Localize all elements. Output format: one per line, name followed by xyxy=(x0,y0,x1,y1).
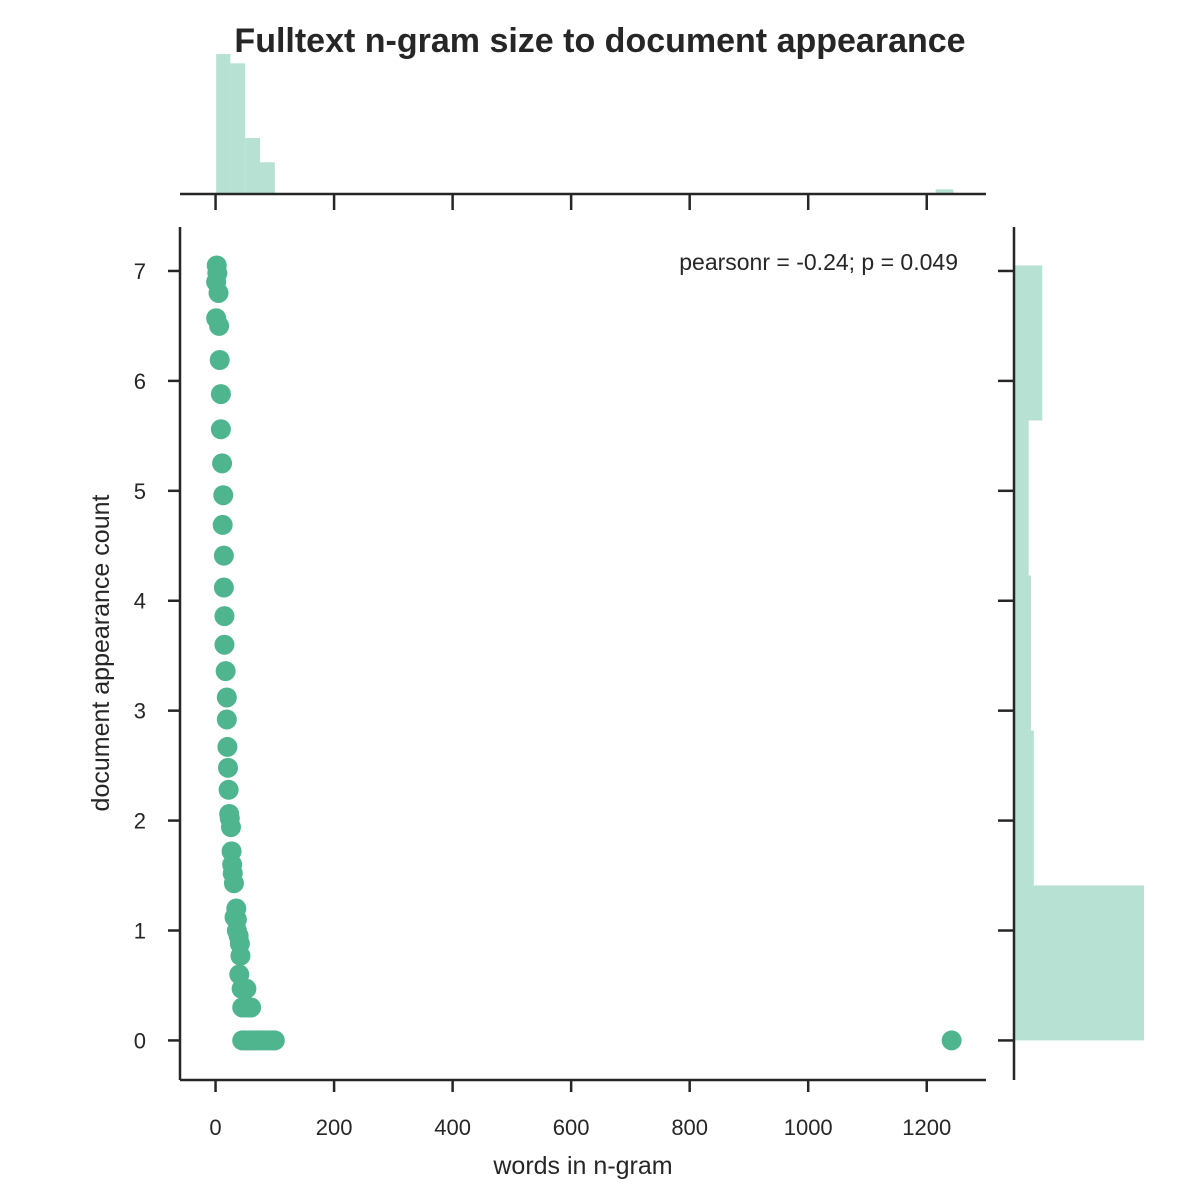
scatter-point xyxy=(208,282,229,303)
scatter-point xyxy=(230,945,251,966)
scatter-points xyxy=(206,255,962,1051)
scatter-point xyxy=(212,514,233,535)
scatter-point xyxy=(209,350,230,371)
scatter-point xyxy=(223,873,244,894)
top-hist-ticks xyxy=(214,194,928,210)
x-tick-label: 800 xyxy=(671,1115,708,1140)
top-hist-bar xyxy=(935,189,954,194)
scatter-point xyxy=(210,384,231,405)
scatter-point xyxy=(215,661,236,682)
scatter-point xyxy=(214,606,235,627)
scatter-point xyxy=(218,779,239,800)
x-tick-label: 1200 xyxy=(902,1115,951,1140)
scatter-point xyxy=(210,419,231,440)
right-hist-ticks xyxy=(998,269,1014,1042)
scatter-point xyxy=(218,757,239,778)
top-hist-bar xyxy=(216,54,231,194)
scatter-point xyxy=(209,315,230,336)
right-hist-bar xyxy=(1014,730,1034,886)
x-tick-label: 200 xyxy=(316,1115,353,1140)
pearson-annotation: pearsonr = -0.24; p = 0.049 xyxy=(679,249,958,275)
scatter-point xyxy=(216,709,237,730)
y-tick-label: 7 xyxy=(134,259,146,284)
y-tick-label: 1 xyxy=(134,919,146,944)
top-marginal-histogram xyxy=(216,54,954,195)
scatter-point xyxy=(212,453,233,474)
scatter-point xyxy=(213,485,234,506)
x-tick-label: 400 xyxy=(434,1115,471,1140)
x-tick-label: 0 xyxy=(209,1115,221,1140)
x-tick-label: 1000 xyxy=(784,1115,833,1140)
y-tick-label: 5 xyxy=(134,479,146,504)
scatter-point xyxy=(941,1030,962,1051)
x-tick-label: 600 xyxy=(553,1115,590,1140)
right-marginal-histogram xyxy=(1014,265,1144,1041)
scatter-point xyxy=(217,736,238,757)
y-axis-label: document appearance count xyxy=(87,495,115,812)
scatter-point xyxy=(214,634,235,655)
y-axis-ticks: 0 1 2 3 4 5 6 7 xyxy=(134,259,180,1053)
scatter-point xyxy=(213,577,234,598)
y-tick-label: 0 xyxy=(134,1028,146,1053)
right-hist-bar xyxy=(1014,265,1043,421)
y-tick-label: 4 xyxy=(134,589,146,614)
y-tick-label: 3 xyxy=(134,699,146,724)
x-axis-label: words in n-gram xyxy=(492,1152,672,1180)
scatter-point xyxy=(236,978,257,999)
top-hist-bar xyxy=(260,162,275,194)
scatter-point xyxy=(264,1030,285,1051)
x-axis-ticks: 0 200 400 600 800 1000 1200 xyxy=(209,1080,951,1140)
right-hist-bar xyxy=(1014,575,1031,731)
y-tick-label: 6 xyxy=(134,369,146,394)
scatter-point xyxy=(216,687,237,708)
scatter-point xyxy=(220,817,241,838)
right-hist-bar xyxy=(1014,420,1029,576)
top-hist-bar xyxy=(245,138,261,194)
chart-title: Fulltext n-gram size to document appeara… xyxy=(234,22,965,60)
right-hist-bar xyxy=(1014,885,1144,1041)
y-tick-label: 2 xyxy=(134,809,146,834)
scatter-point xyxy=(213,545,234,566)
top-hist-bar xyxy=(230,63,246,195)
scatter-point xyxy=(241,997,262,1018)
